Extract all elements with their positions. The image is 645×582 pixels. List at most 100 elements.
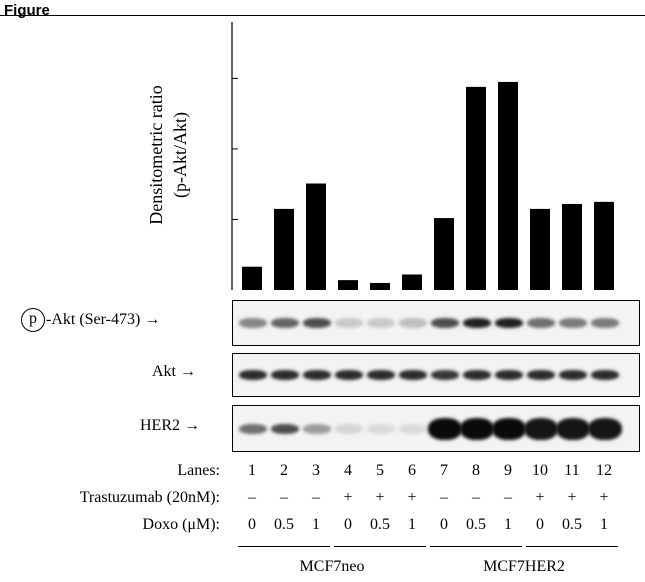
band-p-akt-lane-6	[399, 318, 427, 328]
cell-row0-lane5: 5	[376, 462, 384, 479]
group-underline-1	[334, 546, 426, 547]
band-p-akt-lane-9	[495, 318, 523, 328]
cell-row0-lane10: 10	[532, 462, 548, 479]
cell-row1-lane11: +	[567, 489, 577, 506]
band-her2-lane-6	[399, 423, 427, 434]
cell-row2-lane6: 1	[408, 516, 416, 533]
bar-lane-1	[242, 266, 262, 290]
cell-row2-lane5: 0.5	[370, 516, 390, 533]
blot-her2	[232, 405, 640, 452]
bar-lane-8	[466, 86, 486, 290]
band-p-akt-lane-7	[431, 318, 459, 328]
bar-chart: Densitometric ratio (p-Akt/Akt)	[146, 22, 614, 291]
group-label-0: MCF7neo	[299, 558, 365, 575]
group-label-1: MCF7HER2	[483, 558, 565, 575]
cell-row0-lane3: 3	[312, 462, 320, 479]
bar-lane-5	[370, 282, 390, 290]
bar-lane-6	[402, 274, 422, 290]
band-p-akt-lane-4	[335, 318, 363, 328]
blot-label-akt: Akt →	[152, 363, 196, 380]
arrow-icon: →	[184, 417, 200, 434]
cell-row1-lane8: –	[472, 489, 480, 506]
cell-row1-lane1: –	[248, 489, 256, 506]
cell-row1-lane5: +	[375, 489, 385, 506]
band-p-akt-lane-10	[527, 318, 555, 328]
cell-row0-lane7: 7	[440, 462, 448, 479]
bar-lane-9	[498, 81, 518, 291]
band-p-akt-lane-2	[271, 318, 299, 328]
band-p-akt-lane-12	[591, 318, 619, 328]
bar-lane-3	[306, 183, 326, 290]
band-her2-lane-5	[367, 423, 395, 434]
bar-lane-2	[274, 208, 294, 290]
cell-row2-lane2: 0.5	[274, 516, 294, 533]
band-her2-lane-7	[428, 417, 462, 440]
band-her2-lane-4	[335, 423, 363, 434]
band-her2-lane-9	[492, 417, 526, 440]
band-akt-lane-2	[271, 370, 299, 380]
band-akt-lane-8	[463, 370, 491, 380]
band-her2-lane-10	[524, 417, 558, 440]
band-p-akt-lane-3	[303, 318, 331, 328]
cell-row0-lane11: 11	[564, 462, 580, 479]
group-underline-0	[238, 546, 330, 547]
cell-row2-lane10: 0	[536, 516, 544, 533]
cell-row2-lane3: 1	[312, 516, 320, 533]
band-her2-lane-11	[556, 417, 590, 440]
row-label-0: Lanes:	[177, 462, 220, 479]
blot-label-her2: HER2 →	[140, 417, 200, 434]
y-ticks	[232, 77, 238, 220]
cell-row2-lane9: 1	[504, 516, 512, 533]
figure-label: Figure	[4, 2, 50, 19]
band-her2-lane-2	[271, 423, 299, 434]
band-her2-lane-1	[239, 423, 267, 434]
band-akt-lane-5	[367, 370, 395, 380]
band-her2-lane-3	[303, 423, 331, 434]
blot-akt	[232, 353, 640, 397]
cell-row1-lane2: –	[280, 489, 288, 506]
band-her2-lane-12	[588, 417, 622, 440]
bar-lane-10	[530, 208, 550, 290]
band-p-akt-lane-8	[463, 318, 491, 328]
band-p-akt-lane-11	[559, 318, 587, 328]
row-label-2: Doxo (μM):	[142, 516, 220, 533]
group-underline-3	[526, 546, 618, 547]
top-rule	[0, 15, 645, 16]
cell-row2-lane7: 0	[440, 516, 448, 533]
band-her2-lane-8	[460, 417, 494, 440]
band-akt-lane-10	[527, 370, 555, 380]
band-akt-lane-3	[303, 370, 331, 380]
band-akt-lane-11	[559, 370, 587, 380]
cell-row0-lane4: 4	[344, 462, 352, 479]
arrow-icon: →	[144, 311, 161, 328]
band-p-akt-lane-1	[239, 318, 267, 328]
y-axis-label-line2: (p-Akt/Akt)	[170, 112, 191, 198]
cell-row1-lane6: +	[407, 489, 417, 506]
cell-row1-lane7: –	[440, 489, 448, 506]
row-label-1: Trastuzumab (20nM):	[79, 489, 220, 506]
band-p-akt-lane-5	[367, 318, 395, 328]
bar-lane-7	[434, 218, 454, 290]
cell-row2-lane4: 0	[344, 516, 352, 533]
bar-lane-11	[562, 203, 582, 290]
arrow-icon: →	[180, 363, 196, 380]
band-akt-lane-9	[495, 370, 523, 380]
cell-row2-lane1: 0	[248, 516, 256, 533]
cell-row0-lane6: 6	[408, 462, 416, 479]
y-axis-label-line1: Densitometric ratio	[146, 85, 166, 224]
phospho-circle-icon: p	[21, 308, 45, 332]
band-akt-lane-7	[431, 370, 459, 380]
cell-row0-lane8: 8	[472, 462, 480, 479]
cell-row0-lane1: 1	[248, 462, 256, 479]
bar-lane-4	[338, 280, 358, 290]
bar-lane-12	[594, 201, 614, 290]
blot-label-p-akt: -Akt (Ser-473) →	[46, 311, 161, 328]
cell-row1-lane12: +	[599, 489, 609, 506]
band-akt-lane-12	[591, 370, 619, 380]
band-akt-lane-1	[239, 370, 267, 380]
cell-row2-lane8: 0.5	[466, 516, 486, 533]
blot-p-akt	[232, 300, 640, 346]
band-akt-lane-4	[335, 370, 363, 380]
cell-row2-lane11: 0.5	[562, 516, 582, 533]
cell-row1-lane3: –	[312, 489, 320, 506]
